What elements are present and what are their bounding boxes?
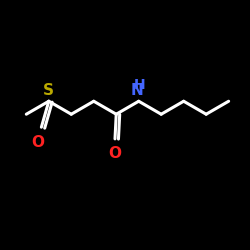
Text: O: O bbox=[31, 134, 44, 150]
Text: H: H bbox=[134, 78, 145, 92]
Text: S: S bbox=[43, 82, 54, 98]
Text: N: N bbox=[131, 83, 144, 98]
Text: O: O bbox=[108, 146, 122, 161]
